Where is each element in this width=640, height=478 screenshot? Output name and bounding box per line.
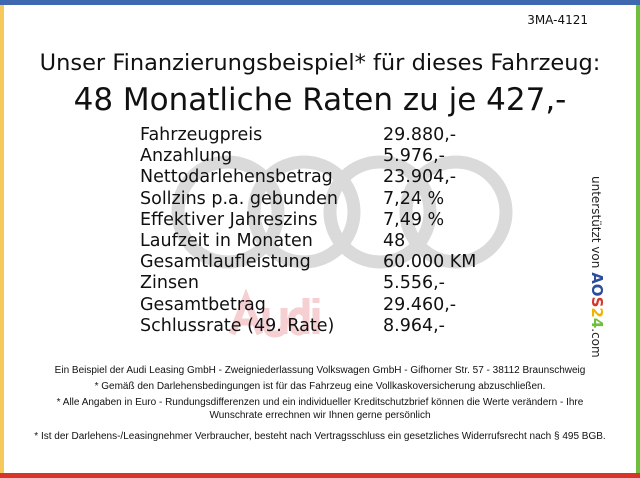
logo-letter: O [588, 283, 606, 297]
row-value: 7,49 % [383, 209, 445, 230]
title-line-1: Unser Finanzierungsbeispiel* für dieses … [39, 50, 601, 76]
left-border [0, 5, 4, 473]
row-value: 60.000 KM [383, 252, 477, 273]
row-value: 23.904,- [383, 167, 457, 188]
vehicle-code: 3MA-4121 [527, 13, 588, 27]
right-border [636, 5, 640, 473]
logo-letter: A [588, 272, 606, 284]
row-label: Gesamtlaufleistung [140, 252, 311, 273]
table-row: Schlussrate (49. Rate) 8.964,- [140, 315, 445, 337]
row-value: 48 [383, 230, 406, 251]
top-border [0, 0, 640, 5]
sponsor-prefix: unterstützt von [589, 176, 603, 273]
ring-1 [171, 155, 285, 269]
footer-line: * Ist der Darlehens-/Leasingnehmer Verbr… [34, 431, 606, 442]
row-value: 8.964,- [383, 315, 445, 336]
wordmark-letter-a [228, 288, 264, 336]
ring-2 [247, 155, 361, 269]
ring-3 [323, 155, 437, 269]
table-row: Sollzins p.a. gebunden 7,24 % [140, 188, 444, 210]
row-label: Fahrzeugpreis [140, 125, 263, 145]
footer-line: * Alle Angaben in Euro - Rundungsdiffere… [56, 397, 584, 421]
row-label: Effektiver Jahreszins [140, 209, 318, 230]
sponsor-text: unterstützt von AOS24.com [588, 176, 606, 358]
row-value: 5.976,- [383, 146, 445, 167]
table-row: Zinsen 5.556,- [140, 273, 445, 294]
row-value: 5.556,- [383, 273, 445, 294]
row-value: 29.460,- [383, 294, 457, 315]
title-line-2: 48 Monatliche Raten zu je 427,- [73, 82, 567, 118]
aos24-logo: AOS24 [588, 272, 606, 328]
table-row: Gesamtlaufleistung 60.000 KM [140, 252, 476, 273]
row-label: Laufzeit in Monaten [140, 230, 313, 251]
row-label: Nettodarlehensbetrag [140, 167, 333, 188]
row-label: Zinsen [140, 273, 199, 294]
wordmark-letter-u [262, 308, 288, 338]
row-value: 7,24 % [383, 188, 445, 209]
table-row: Anzahlung 5.976,- [140, 146, 445, 167]
table-row: Laufzeit in Monaten 48 [140, 230, 405, 252]
row-label: Sollzins p.a. gebunden [140, 188, 339, 209]
row-label: Anzahlung [140, 146, 233, 167]
audi-wordmark-watermark [228, 288, 320, 338]
footer-line: Ein Beispiel der Audi Leasing GmbH - Zwe… [54, 365, 586, 376]
logo-letter: 4 [588, 317, 606, 329]
wordmark-letter-d [287, 298, 310, 336]
sponsor-suffix: .com [589, 328, 603, 358]
row-label: Gesamtbetrag [140, 294, 266, 315]
table-row: Effektiver Jahreszins 7,49 % [140, 209, 444, 231]
finance-table: Fahrzeugpreis 29.880,- Anzahlung 5.976,- Net… [140, 125, 476, 337]
row-value: 29.880,- [383, 125, 457, 145]
table-row: Fahrzeugpreis 29.880,- [140, 125, 456, 146]
ring-4 [399, 155, 513, 269]
footer-line: * Gemäß den Darlehensbedingungen ist für… [94, 381, 546, 392]
bottom-border [0, 473, 640, 478]
footer-disclaimer: Ein Beispiel der Audi Leasing GmbH - Zwe… [30, 364, 610, 446]
logo-letter: S [588, 296, 606, 308]
table-row: Nettodarlehensbetrag 23.904,- [140, 167, 456, 188]
logo-letter: 2 [588, 307, 606, 318]
row-label: Schlussrate (49. Rate) [140, 315, 335, 336]
table-row: Gesamtbetrag 29.460,- [140, 294, 456, 316]
